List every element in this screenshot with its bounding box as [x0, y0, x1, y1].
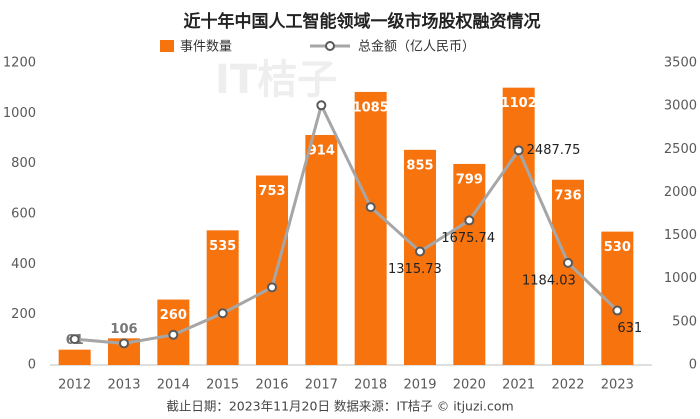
- line-marker: [168, 329, 179, 340]
- y2-tick-label: 3500: [664, 56, 697, 71]
- line: [74, 101, 619, 345]
- line-label: 1675.74: [441, 231, 495, 246]
- line-marker: [365, 202, 376, 213]
- bar-label: 914: [308, 143, 335, 158]
- line-marker: [612, 305, 623, 316]
- y2-tick-label: 2500: [664, 142, 697, 157]
- bar: [354, 91, 387, 366]
- bar: [58, 349, 91, 365]
- x-tick-label: 2019: [403, 378, 436, 393]
- y-tick-label: 800: [11, 156, 36, 171]
- bar-label: 753: [258, 184, 285, 199]
- line-marker: [217, 308, 228, 319]
- bar-label: 535: [209, 239, 236, 254]
- y-tick-label: 200: [11, 307, 36, 322]
- line-label: 1315.73: [388, 262, 442, 277]
- line-marker: [119, 338, 129, 349]
- x-tick-label: 2018: [354, 378, 387, 393]
- x-tick-label: 2014: [157, 378, 190, 393]
- y-tick-label: 0: [28, 358, 36, 373]
- y2-tick-label: 1500: [664, 228, 697, 243]
- bar-label: 530: [604, 240, 631, 255]
- bar-label: 855: [406, 158, 433, 173]
- bar: [305, 134, 338, 365]
- line-marker: [563, 257, 573, 268]
- chart-title: 近十年中国人工智能领域一级市场股权融资情况: [184, 11, 541, 32]
- x-tick-label: 2013: [107, 378, 140, 393]
- watermark: IT桔子: [215, 57, 337, 103]
- y2-tick-label: 0: [689, 358, 697, 373]
- line-label: 2487.75: [527, 143, 581, 158]
- bar: [453, 163, 486, 365]
- y-tick-label: 600: [11, 207, 36, 222]
- x-tick-label: 2023: [601, 378, 634, 393]
- y-tick-label: 1000: [3, 106, 36, 121]
- legend-swatch: [160, 40, 174, 52]
- bar-label: 260: [160, 308, 187, 323]
- line-label: 1184.03: [522, 273, 576, 288]
- x-tick-label: 2015: [206, 378, 239, 393]
- x-tick-label: 2020: [453, 378, 486, 393]
- bar: [404, 149, 436, 365]
- y2-tick-label: 3000: [664, 99, 697, 114]
- line-marker: [415, 246, 425, 257]
- line-label: 631: [617, 321, 642, 336]
- bar-label: 1102: [501, 96, 537, 111]
- y2-tick-label: 1000: [664, 271, 697, 286]
- y-tick-label: 400: [11, 257, 36, 272]
- legend-swatch: [325, 41, 335, 51]
- bar: [256, 175, 288, 365]
- y-tick-label: 1200: [3, 56, 36, 71]
- x-tick-label: 2017: [305, 378, 338, 393]
- x-tick-label: 2016: [255, 378, 288, 393]
- bar-label: 799: [456, 172, 483, 187]
- y2-tick-label: 500: [672, 314, 697, 329]
- line-marker: [513, 145, 524, 156]
- bar-label: 736: [554, 188, 581, 203]
- line-marker: [464, 215, 475, 226]
- x-tick-label: 2012: [58, 378, 91, 393]
- source-note: 截止日期：2023年11月20日 数据来源：IT桔子 © itjuzi.com: [166, 399, 513, 414]
- x-tick-label: 2022: [551, 378, 584, 393]
- line-marker: [267, 282, 277, 293]
- bar-label: 1085: [353, 100, 389, 115]
- x-tick-label: 2021: [502, 378, 535, 393]
- legend-label: 总金额（亿人民币）: [358, 39, 475, 55]
- bar-label: 106: [110, 322, 137, 337]
- y2-tick-label: 2000: [664, 185, 697, 200]
- line-marker: [316, 100, 327, 111]
- line-marker: [69, 334, 80, 345]
- legend-label: 事件数量: [180, 40, 232, 55]
- bar: [502, 87, 535, 365]
- bar: [206, 230, 239, 365]
